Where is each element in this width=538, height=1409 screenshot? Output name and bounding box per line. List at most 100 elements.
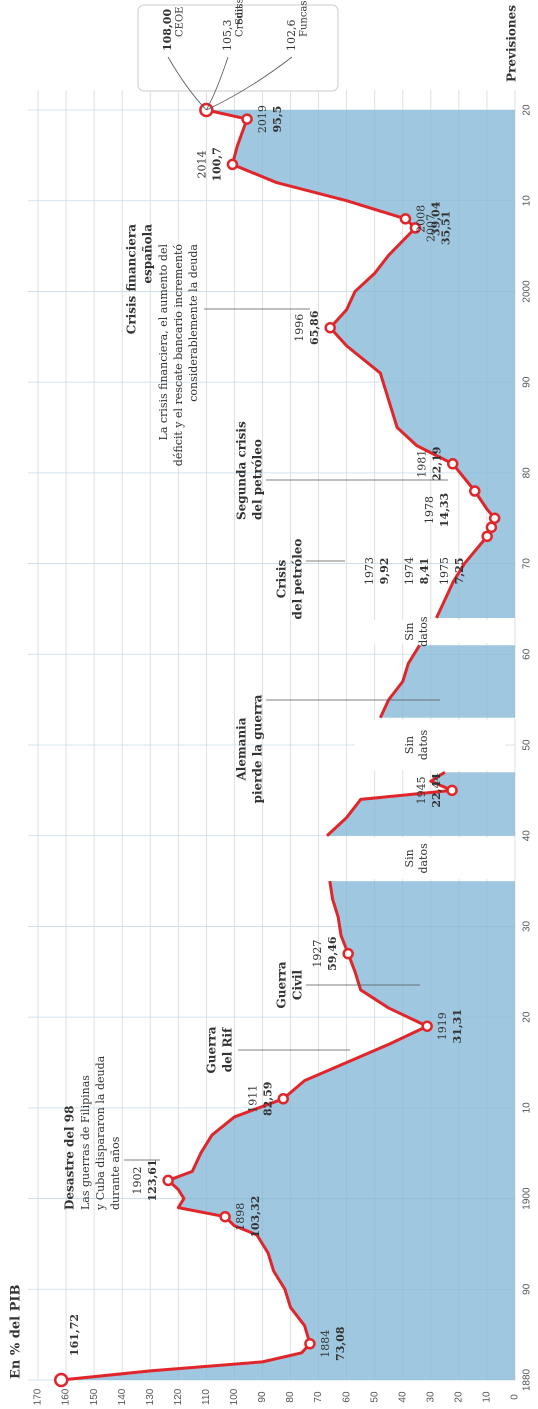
point	[446, 784, 458, 797]
lines	[53, 102, 501, 1388]
value-label: 14,33	[438, 493, 451, 527]
annotation-title: Civil	[291, 969, 305, 1000]
no-data-box	[355, 837, 505, 880]
x-tick-label: 60	[522, 648, 533, 660]
value-label: 100,7	[210, 147, 223, 181]
x-tick-label: 2000	[522, 280, 533, 303]
year-label: 1978	[423, 496, 436, 524]
annotation-text: durante años	[109, 1136, 122, 1210]
value-label: 103,32	[249, 1196, 262, 1238]
annotation-title: española	[141, 224, 155, 284]
annotation-text: y Cuba dispararon la deuda	[94, 1055, 107, 1211]
chart-title: En % del PIB	[9, 1285, 24, 1379]
annotation-title: Desastre del 98	[63, 1106, 77, 1210]
point	[226, 158, 239, 171]
annotation-title: del Rif	[221, 1027, 235, 1072]
y-tick-label: 120	[173, 1388, 184, 1405]
no-data-label: datos	[417, 616, 430, 647]
value-label: 22,19	[431, 447, 444, 481]
x-tick-label: 20	[522, 1011, 533, 1023]
y-tick-label: 130	[145, 1388, 156, 1405]
no-data-box	[355, 620, 505, 644]
year-label: 2008	[414, 205, 427, 233]
value-label: 9,92	[378, 558, 391, 585]
year-label: 1996	[293, 314, 306, 342]
line	[378, 644, 421, 719]
y-tick-label: 60	[341, 1391, 352, 1403]
annotation-title: Alemania	[235, 717, 249, 781]
areas	[61, 110, 515, 1380]
point	[277, 1093, 290, 1105]
no-data-label: datos	[417, 730, 430, 761]
y-tick-label: 40	[397, 1391, 408, 1403]
y-tick-label: 20	[454, 1391, 465, 1403]
value-label: 8,41	[418, 558, 431, 585]
year-label: 2019	[256, 105, 269, 133]
y-tick-label: 10	[482, 1391, 493, 1403]
point	[481, 530, 493, 543]
point	[399, 213, 412, 225]
labels: 0 10 20 30 40 50 60 70 80 90 100 110 120 130 140 150 160…	[33, 0, 533, 1405]
x-tick-label: 90	[522, 376, 533, 388]
annotation-title: Guerra	[275, 961, 289, 1008]
x-tick-label: 90	[522, 1283, 533, 1295]
value-label: 161,72	[68, 1314, 81, 1356]
forecast-name: Funcas	[299, 0, 310, 37]
value-label: 82,59	[261, 1082, 274, 1116]
x-tick-label: 1900	[522, 1187, 533, 1210]
y-tick-label: 80	[285, 1391, 296, 1403]
annotation-text: Las guerras de Filipinas	[79, 1075, 92, 1210]
line	[61, 880, 429, 1382]
x-tick-label: 1880	[522, 1368, 533, 1391]
point	[241, 113, 253, 125]
forecast-value: 105,3	[221, 20, 234, 52]
point	[488, 512, 501, 524]
year-label: 1981	[416, 450, 429, 478]
y-tick-label: 70	[313, 1391, 324, 1403]
point	[469, 485, 481, 497]
x-tick-label: 30	[522, 920, 533, 932]
point	[446, 458, 459, 470]
forecast-box	[137, 4, 339, 92]
x-tick-label: 10	[522, 195, 533, 207]
forecast-title: Previsiones	[505, 5, 519, 82]
point	[342, 947, 354, 960]
year-label: 1927	[311, 940, 324, 968]
area	[327, 772, 515, 836]
forecast-name: Suisse	[235, 0, 246, 25]
year-label: 1975	[438, 557, 451, 585]
year-label: 1898	[234, 1203, 247, 1231]
y-tick-label: 140	[117, 1388, 128, 1405]
x-tick-label: 40	[522, 830, 533, 842]
forecast-name: Credit	[235, 5, 246, 37]
y-tick-label: 30	[425, 1391, 436, 1403]
y-tick-label: 160	[61, 1388, 72, 1405]
no-data-label: Sin	[403, 736, 416, 754]
year-label: 1974	[403, 557, 416, 585]
no-data-label: Sin	[403, 623, 416, 641]
point	[409, 222, 422, 234]
y-tick-label: 50	[369, 1391, 380, 1403]
no-data-label: Sin	[403, 849, 416, 867]
y-tick-label: 90	[257, 1391, 268, 1403]
y-tick-label: 170	[33, 1388, 44, 1405]
no-data-box	[355, 719, 505, 771]
forecast-name: CEOE	[175, 7, 186, 37]
value-label: 59,46	[326, 936, 339, 971]
line	[325, 770, 454, 837]
y-tick-label: 100	[229, 1388, 240, 1405]
forecast-line	[206, 56, 293, 111]
annotation-title: del petróleo	[251, 439, 265, 520]
year-label: 1884	[319, 1330, 332, 1358]
year-label: 1919	[436, 1012, 449, 1040]
value-label: 65,86	[308, 310, 321, 345]
point	[162, 1174, 174, 1187]
value-label: 7,25	[453, 558, 466, 585]
year-label: 1945	[415, 776, 428, 804]
point	[53, 1372, 69, 1388]
year-label: 2014	[195, 150, 208, 178]
x-tick-label: 70	[522, 558, 533, 570]
value-label: 35,51	[439, 211, 452, 245]
